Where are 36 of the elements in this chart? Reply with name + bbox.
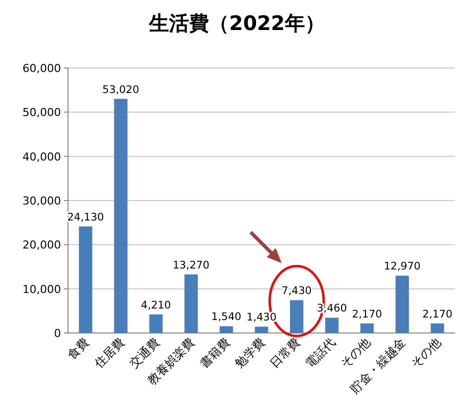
data-label: 2,170 [422, 308, 452, 320]
x-tick-label: 住居費 [90, 335, 127, 372]
bar [325, 318, 339, 333]
y-tick-label: 40,000 [22, 150, 61, 164]
x-tick-label: 日常費 [267, 335, 303, 371]
data-label: 2,170 [352, 308, 382, 320]
bar [254, 326, 268, 333]
y-tick-label: 0 [54, 327, 61, 340]
bar [184, 274, 198, 333]
x-tick-label: 勉学費 [232, 335, 268, 371]
data-label: 13,270 [172, 259, 210, 272]
data-label: 4,210 [140, 299, 171, 312]
data-label: 1,540 [211, 311, 242, 324]
data-label: 24,130 [67, 211, 104, 224]
y-tick-label: 30,000 [22, 194, 61, 208]
data-label: 53,020 [102, 84, 140, 96]
data-label: 12,970 [384, 260, 421, 273]
bar [290, 300, 304, 333]
bar [78, 226, 92, 333]
bar [114, 98, 128, 333]
x-tick-label: 書籍費 [197, 335, 232, 371]
bar [220, 326, 234, 333]
bar [149, 314, 163, 333]
x-tick-label: 食費 [64, 335, 92, 362]
x-tick-label: その他 [338, 335, 374, 371]
y-tick-label: 60,000 [22, 62, 61, 75]
bar [360, 323, 374, 333]
y-tick-label: 50,000 [22, 106, 61, 120]
x-tick-label: その他 [408, 335, 444, 371]
bar [396, 276, 409, 333]
bar [430, 323, 444, 333]
y-tick-label: 10,000 [22, 282, 61, 296]
chart-title: 生活費（2022年） [148, 11, 325, 35]
x-tick-label: 電話代 [302, 335, 338, 371]
y-tick-label: 20,000 [22, 238, 61, 252]
data-label: 7,430 [282, 285, 312, 298]
